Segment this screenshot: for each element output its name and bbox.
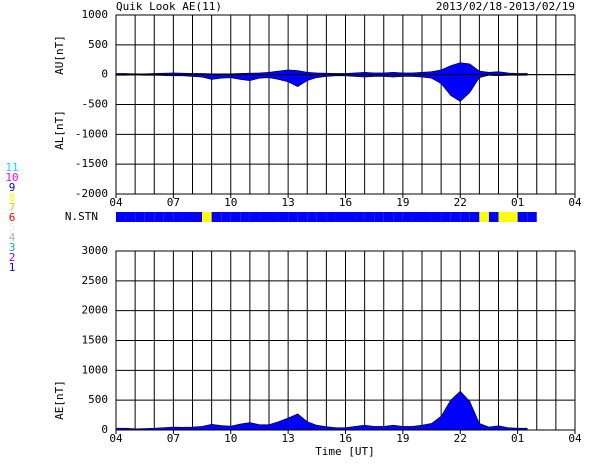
x-tick-label: 10 <box>224 196 237 209</box>
nstn-segment <box>154 212 164 222</box>
y-tick-label: 3000 <box>82 244 109 257</box>
station-legend-label: 11 <box>5 161 18 174</box>
station-legend-label: 5 <box>9 221 16 234</box>
area <box>115 74 528 102</box>
nstn-segment <box>297 212 308 222</box>
y-tick-label: 500 <box>88 393 108 406</box>
y-tick-label: -2000 <box>75 187 108 200</box>
period: 2013/02/18-2013/02/19 <box>436 0 575 13</box>
area <box>115 62 528 75</box>
x-tick-label: 04 <box>568 196 582 209</box>
nstn-segment <box>508 212 518 222</box>
station-legend-label: 10 <box>5 171 18 184</box>
x-tick-label: 04 <box>109 432 123 445</box>
x-tick-label: 16 <box>339 196 352 209</box>
y-tick-label: 1000 <box>82 8 109 21</box>
station-legend-label: 1 <box>9 261 16 274</box>
nstn-segment <box>163 212 174 222</box>
x-tick-label: 19 <box>396 196 409 209</box>
nstn-segment <box>288 212 298 222</box>
nstn-segment <box>402 212 413 222</box>
nstn-segment <box>173 212 183 222</box>
nstn-segment <box>460 212 470 222</box>
station-legend-label: 7 <box>9 201 16 214</box>
station-legend-label: 2 <box>9 251 16 264</box>
nstn-segment <box>144 212 155 222</box>
nstn-segment <box>441 212 451 222</box>
x-tick-label: 13 <box>282 432 295 445</box>
x-tick-label: 22 <box>454 196 467 209</box>
y-tick-label: 1000 <box>82 363 109 376</box>
x-tick-label: 04 <box>568 432 582 445</box>
x-tick-label: 19 <box>396 432 409 445</box>
nstn-segment <box>182 212 193 222</box>
station-legend-label: 4 <box>9 231 16 244</box>
x-tick-label: 01 <box>511 196 524 209</box>
nstn-segment <box>116 212 126 222</box>
nstn-segment <box>307 212 317 222</box>
nstn-segment <box>221 212 231 222</box>
y-tick-label: -1500 <box>75 157 108 170</box>
nstn-segment <box>527 212 537 222</box>
nstn-segment <box>211 212 222 222</box>
nstn-segment <box>479 212 489 222</box>
nstn-segment <box>192 212 203 222</box>
nstn-label: N.STN <box>65 210 98 223</box>
nstn-segment <box>383 212 394 222</box>
nstn-segment <box>240 212 250 222</box>
nstn-segment <box>393 212 403 222</box>
x-tick-label: 22 <box>454 432 467 445</box>
nstn-segment <box>259 212 269 222</box>
x-tick-label: 10 <box>224 432 237 445</box>
nstn-segment <box>469 212 480 222</box>
nstn-segment <box>230 212 241 222</box>
area <box>115 390 528 431</box>
nstn-segment <box>202 212 212 222</box>
station-legend-label: 9 <box>9 181 16 194</box>
y-tick-label: 2500 <box>82 274 109 287</box>
nstn-segment <box>364 212 375 222</box>
nstn-segment <box>249 212 260 222</box>
y-tick-label: 0 <box>101 68 108 81</box>
nstn-segment <box>326 212 336 222</box>
nstn-segment <box>355 212 365 222</box>
nstn-segment <box>135 212 145 222</box>
nstn-segment <box>125 212 136 222</box>
nstn-segment <box>498 212 509 222</box>
station-legend-label: 6 <box>9 211 16 224</box>
nstn-segment <box>269 212 279 222</box>
y-axis-label: AL[nT] <box>53 110 66 150</box>
chart-title: Quik Look AE(11) <box>116 0 222 13</box>
x-tick-label: 04 <box>109 196 123 209</box>
station-legend-label: 8 <box>9 191 16 204</box>
y-tick-label: -500 <box>82 98 109 111</box>
x-tick-label: 16 <box>339 432 352 445</box>
nstn-segment <box>431 212 442 222</box>
y-axis-label: AE[nT] <box>53 380 66 420</box>
nstn-segment <box>374 212 384 222</box>
nstn-segment <box>517 212 528 222</box>
y-tick-label: 0 <box>101 423 108 436</box>
x-axis-label: Time [UT] <box>315 445 375 458</box>
nstn-segment <box>278 212 289 222</box>
x-tick-label: 07 <box>167 432 180 445</box>
y-axis-label: AU[nT] <box>53 35 66 75</box>
nstn-segment <box>345 212 356 222</box>
x-tick-label: 07 <box>167 196 180 209</box>
x-tick-label: 01 <box>511 432 524 445</box>
nstn-segment <box>412 212 422 222</box>
nstn-segment <box>335 212 346 222</box>
y-tick-label: 2000 <box>82 304 109 317</box>
y-tick-label: 1500 <box>82 334 109 347</box>
y-tick-label: -1000 <box>75 127 108 140</box>
nstn-segment <box>450 212 461 222</box>
nstn-segment <box>316 212 327 222</box>
nstn-segment <box>422 212 432 222</box>
x-tick-label: 13 <box>282 196 295 209</box>
station-legend-label: 3 <box>9 241 16 254</box>
nstn-segment <box>488 212 499 222</box>
y-tick-label: 500 <box>88 38 108 51</box>
